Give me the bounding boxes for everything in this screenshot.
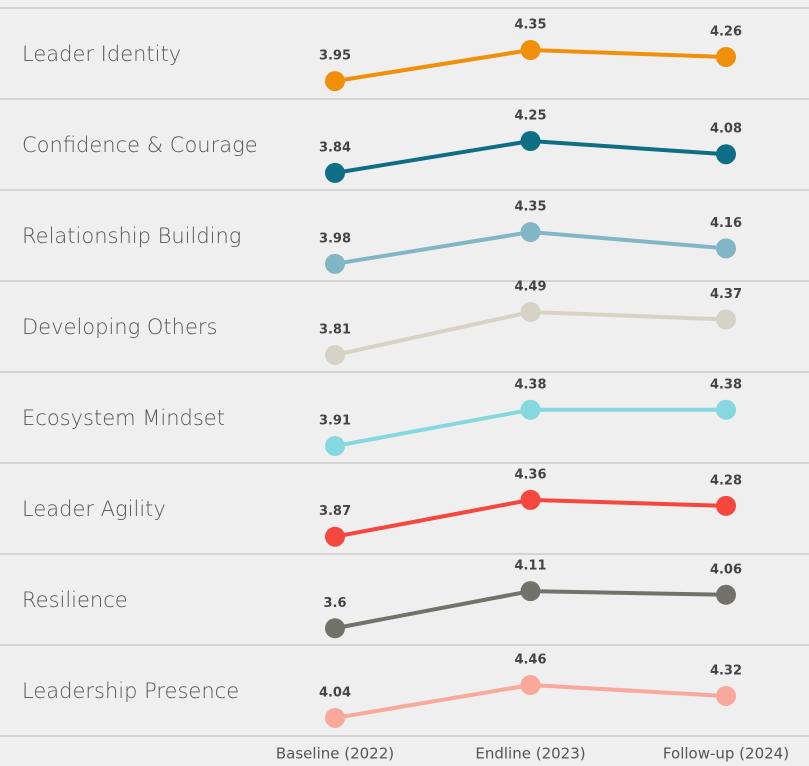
point (325, 436, 345, 457)
point (716, 399, 736, 420)
value-label: 4.25 (514, 109, 546, 124)
point (520, 222, 541, 243)
value-label: 4.32 (710, 663, 742, 678)
point (716, 47, 736, 67)
point (520, 675, 541, 696)
point (325, 253, 345, 274)
point (716, 238, 736, 259)
point (520, 581, 541, 602)
point (520, 40, 541, 60)
value-label: 3.87 (319, 504, 351, 519)
point (325, 526, 345, 547)
value-label: 3.98 (319, 231, 351, 246)
value-label: 4.38 (514, 377, 546, 392)
x-tick-label: Follow-up (2024) (663, 745, 789, 763)
point (716, 144, 736, 165)
row-label: Leader Identity (22, 42, 181, 66)
value-label: 4.49 (514, 279, 546, 294)
value-label: 4.06 (710, 562, 742, 577)
point (325, 707, 345, 728)
value-label: 3.84 (319, 140, 351, 155)
value-label: 3.81 (319, 322, 351, 337)
point (325, 344, 345, 365)
value-label: 4.35 (514, 200, 546, 215)
point (716, 584, 736, 605)
point (325, 162, 345, 183)
value-label: 3.6 (323, 596, 346, 611)
value-label: 4.38 (710, 377, 742, 392)
row-label: Resilience (22, 588, 128, 612)
x-tick-label: Endline (2023) (475, 745, 585, 763)
row-label: Ecosystem Mindset (22, 406, 225, 430)
row-label: Leader Agility (22, 497, 166, 521)
value-label: 3.95 (319, 49, 351, 64)
value-label: 4.36 (514, 467, 546, 482)
value-label: 4.35 (514, 18, 546, 33)
value-label: 4.46 (514, 653, 546, 668)
row-label: Relationship Building (22, 224, 241, 248)
point (716, 495, 736, 516)
point (520, 489, 541, 510)
point (520, 399, 541, 420)
value-label: 4.28 (710, 473, 742, 488)
value-label: 4.08 (710, 122, 742, 137)
row-label: Confidence & Courage (22, 133, 258, 157)
value-label: 4.16 (710, 216, 742, 231)
value-label: 4.11 (514, 559, 546, 574)
value-label: 3.91 (319, 414, 351, 429)
x-tick-label: Baseline (2022) (276, 745, 394, 763)
row-label: Developing Others (22, 315, 217, 339)
value-label: 4.37 (710, 287, 742, 302)
point (520, 301, 541, 322)
row-label: Leadership Presence (22, 679, 239, 703)
point (716, 685, 736, 706)
point (520, 131, 541, 151)
point (716, 309, 736, 330)
value-label: 4.04 (319, 685, 351, 700)
point (325, 71, 345, 92)
value-label: 4.26 (710, 25, 742, 40)
point (325, 618, 345, 639)
